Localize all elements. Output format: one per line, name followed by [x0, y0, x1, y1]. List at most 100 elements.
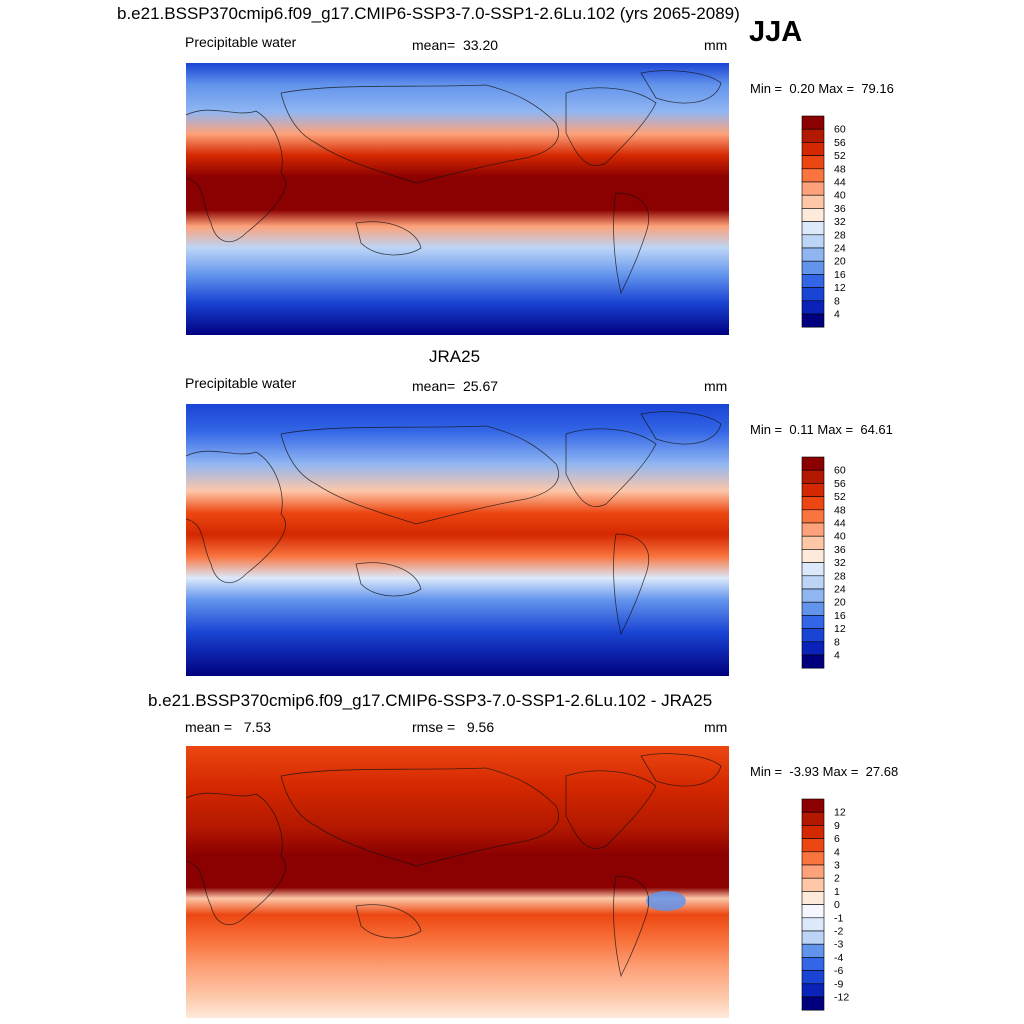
panel1-coastlines — [186, 70, 722, 295]
panel3-map — [186, 746, 729, 1018]
panel1-field — [186, 63, 729, 335]
colorbar-swatch — [801, 601, 825, 616]
panel3-minmax: Min = -3.93 Max = 27.68 — [750, 764, 899, 779]
colorbar-swatch — [801, 588, 825, 603]
colorbar-tick-label: 12 — [834, 623, 846, 635]
colorbar-tick-label: 24 — [834, 584, 846, 596]
panel1-minmax: Min = 0.20 Max = 79.16 — [750, 81, 894, 96]
colorbar-tick-label: 16 — [834, 269, 846, 281]
colorbar-swatch — [801, 483, 825, 497]
colorbar-tick-label: -6 — [834, 965, 843, 977]
colorbar-swatch — [801, 142, 825, 156]
panel2-units: mm — [704, 378, 728, 394]
colorbar-swatch — [801, 469, 825, 484]
colorbar-swatch — [801, 234, 825, 249]
colorbar-swatch — [801, 825, 825, 839]
colorbar-tick-label: 28 — [834, 229, 846, 241]
panel2-map — [186, 404, 729, 676]
colorbar-tick-label: 9 — [834, 820, 840, 832]
colorbar-swatch — [801, 654, 825, 669]
panel1-units: mm — [704, 37, 728, 53]
colorbar-tick-label: 40 — [834, 190, 846, 202]
panel3-title: b.e21.BSSP370cmip6.f09_g17.CMIP6-SSP3-7.… — [148, 691, 713, 710]
panel3-field — [186, 746, 729, 1018]
colorbar-tick-label: 1 — [834, 886, 840, 898]
colorbar-swatch — [801, 930, 825, 945]
panel2-variable: Precipitable water — [185, 375, 297, 391]
figure-title: b.e21.BSSP370cmip6.f09_g17.CMIP6-SSP3-7.… — [117, 4, 740, 23]
colorbar-tick-label: 0 — [834, 899, 840, 911]
panel3-negative-anomaly — [646, 891, 686, 911]
colorbar-tick-label: -2 — [834, 926, 843, 938]
colorbar-swatch — [801, 496, 825, 511]
colorbar-tick-label: 4 — [834, 846, 840, 858]
colorbar-tick-label: 48 — [834, 163, 846, 175]
colorbar-tick-label: 3 — [834, 860, 840, 872]
colorbar-swatch — [801, 221, 825, 236]
colorbar-tick-label: 52 — [834, 491, 846, 503]
panel3-units: mm — [704, 719, 728, 735]
panel1-map — [186, 63, 729, 335]
colorbar-swatch — [801, 615, 825, 629]
colorbar-tick-label: 36 — [834, 544, 846, 556]
colorbar-swatch — [801, 509, 825, 524]
colorbar-swatch — [801, 891, 825, 905]
colorbar-tick-label: -1 — [834, 912, 843, 924]
colorbar-tick-label: 4 — [834, 650, 840, 662]
colorbar-swatch — [801, 957, 825, 971]
colorbar-tick-label: 20 — [834, 597, 846, 609]
colorbar-tick-label: 32 — [834, 216, 846, 228]
colorbar-tick-label: 20 — [834, 256, 846, 268]
colorbar-tick-label: 2 — [834, 873, 840, 885]
colorbar-swatch — [801, 522, 825, 537]
colorbar-tick-label: 60 — [834, 124, 846, 136]
colorbar-swatch — [801, 535, 825, 550]
colorbar-swatch — [801, 260, 825, 275]
colorbar-swatch — [801, 287, 825, 302]
colorbar-swatch — [801, 313, 825, 328]
panel3-rmse: rmse = 9.56 — [412, 719, 495, 735]
panel2-minmax: Min = 0.11 Max = 64.61 — [750, 422, 893, 437]
colorbar-tick-label: -3 — [834, 939, 843, 951]
colorbar-swatch — [801, 168, 825, 183]
colorbar-swatch — [801, 115, 825, 130]
colorbar-tick-label: 6 — [834, 833, 840, 845]
colorbar-tick-label: 60 — [834, 465, 846, 477]
colorbar-swatch — [801, 798, 825, 813]
colorbar-swatch — [801, 628, 825, 643]
colorbar-tick-label: 8 — [834, 295, 840, 307]
colorbar-tick-label: 28 — [834, 570, 846, 582]
colorbar-tick-label: 24 — [834, 243, 846, 255]
colorbar-swatch — [801, 128, 825, 143]
colorbar-swatch — [801, 456, 825, 471]
colorbar-tick-label: 40 — [834, 531, 846, 543]
colorbar-tick-label: 16 — [834, 610, 846, 622]
colorbar-swatch — [801, 904, 825, 919]
panel1-variable: Precipitable water — [185, 34, 297, 50]
colorbar-swatch — [801, 877, 825, 892]
colorbar-swatch — [801, 864, 825, 879]
colorbar-tick-label: 56 — [834, 137, 846, 149]
colorbar-tick-label: 44 — [834, 518, 846, 530]
colorbar-swatch — [801, 917, 825, 932]
colorbar-swatch — [801, 247, 825, 262]
colorbar-swatch — [801, 575, 825, 590]
panel3-mean: mean = 7.53 — [185, 719, 272, 735]
colorbar-swatch — [801, 549, 825, 563]
colorbar-tick-label: 52 — [834, 150, 846, 162]
colorbar-tick-label: 44 — [834, 177, 846, 189]
colorbar-swatch — [801, 181, 825, 196]
colorbar-tick-label: -9 — [834, 978, 843, 990]
panel2-coastlines — [186, 411, 722, 636]
colorbar-tick-label: 4 — [834, 309, 840, 321]
colorbar-swatch — [801, 996, 825, 1011]
colorbar-swatch — [801, 194, 825, 209]
colorbar-swatch — [801, 641, 825, 656]
colorbar-tick-label: 48 — [834, 504, 846, 516]
season-label: JJA — [749, 16, 803, 48]
colorbar-swatch — [801, 851, 825, 866]
colorbar-tick-label: 12 — [834, 807, 846, 819]
